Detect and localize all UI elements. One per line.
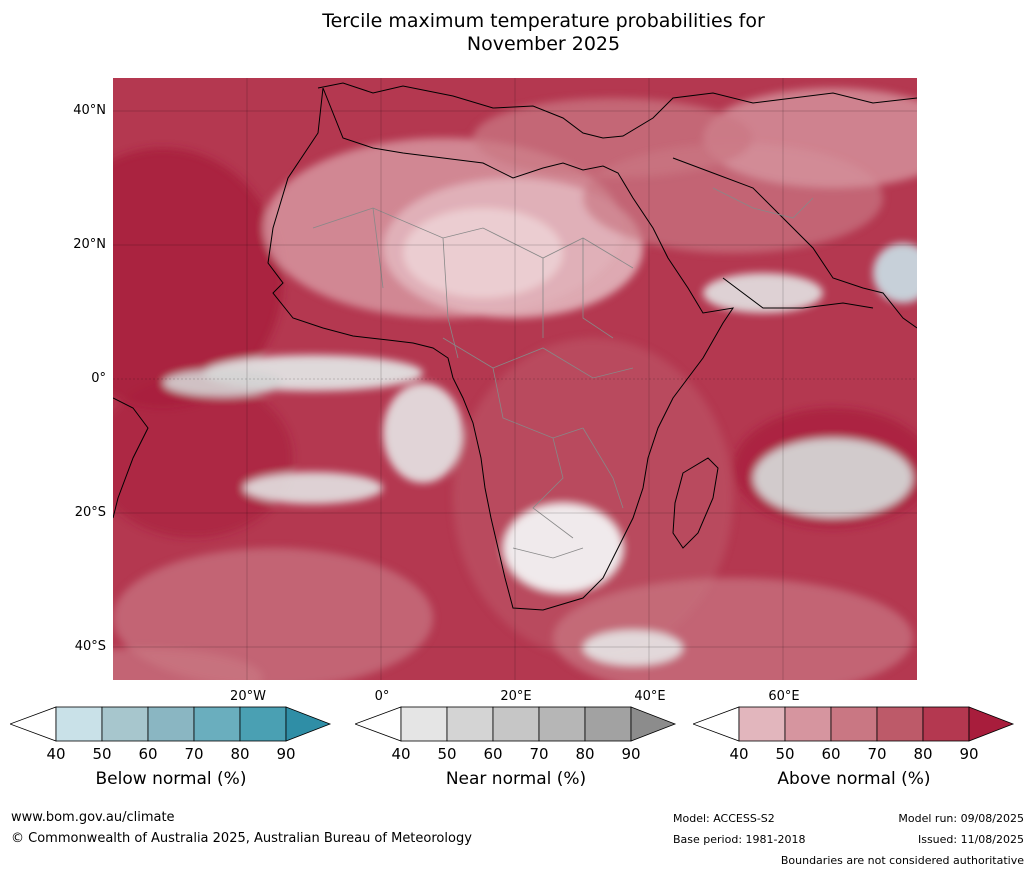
- colorbar-swatch: [239, 706, 287, 742]
- colorbar-tick: 70: [867, 745, 887, 763]
- lon-label-40e: 40°E: [634, 689, 666, 704]
- lat-label-40n: 40°N: [73, 103, 106, 118]
- colorbar-tick: 60: [821, 745, 841, 763]
- colorbar-swatch: [922, 706, 970, 742]
- lon-label-60e: 60°E: [768, 689, 800, 704]
- colorbar-below-normal: 40 50 60 70 80 90 Below normal (%): [8, 705, 332, 795]
- colorbar-swatch: [784, 706, 832, 742]
- footer-model: Model: ACCESS-S2: [673, 812, 775, 825]
- colorbar-below-swatches: [8, 706, 332, 742]
- colorbar-above-swatches: [691, 706, 1015, 742]
- colorbar-extend-low: [353, 706, 402, 742]
- footer-model-run: Model run: 09/08/2025: [898, 812, 1024, 825]
- probability-fields: [113, 88, 917, 680]
- colorbar-swatch: [538, 706, 586, 742]
- colorbar-above-ticks: 40 50 60 70 80 90: [693, 745, 1015, 765]
- footer-website[interactable]: www.bom.gov.au/climate: [11, 810, 175, 825]
- lon-label-0: 0°: [374, 689, 390, 704]
- colorbar-above-label: Above normal (%): [777, 769, 931, 789]
- colorbar-tick: 90: [959, 745, 979, 763]
- colorbar-tick: 40: [391, 745, 411, 763]
- colorbar-swatch: [193, 706, 241, 742]
- colorbar-tick: 50: [437, 745, 457, 763]
- lon-label-20w: 20°W: [230, 689, 266, 704]
- colorbar-tick: 40: [729, 745, 749, 763]
- title-line-1: Tercile maximum temperature probabilitie…: [322, 10, 765, 32]
- footer-disclaimer: Boundaries are not considered authoritat…: [780, 854, 1024, 867]
- lon-label-20e: 20°E: [500, 689, 532, 704]
- lat-label-20n: 20°N: [73, 237, 106, 252]
- colorbar-tick: 50: [775, 745, 795, 763]
- colorbar-above-normal: 40 50 60 70 80 90 Above normal (%): [691, 705, 1015, 795]
- probability-map: [113, 78, 917, 680]
- colorbar-tick: 70: [529, 745, 549, 763]
- map-canvas: [113, 78, 917, 680]
- colorbar-swatch: [101, 706, 149, 742]
- colorbar-near-normal: 40 50 60 70 80 90 Near normal (%): [353, 705, 677, 795]
- colorbar-near-ticks: 40 50 60 70 80 90: [355, 745, 677, 765]
- colorbar-tick: 80: [230, 745, 250, 763]
- footer-issued: Issued: 11/08/2025: [917, 833, 1024, 846]
- colorbar-tick: 50: [92, 745, 112, 763]
- colorbar-tick: 60: [483, 745, 503, 763]
- colorbar-near-swatches: [353, 706, 677, 742]
- colorbar-tick: 80: [575, 745, 595, 763]
- colorbar-swatch: [584, 706, 632, 742]
- colorbar-tick: 80: [913, 745, 933, 763]
- colorbar-swatch: [830, 706, 878, 742]
- colorbar-swatch: [147, 706, 195, 742]
- footer-base-period: Base period: 1981-2018: [673, 833, 806, 846]
- colorbar-tick: 40: [46, 745, 66, 763]
- footer-copyright: © Commonwealth of Australia 2025, Austra…: [11, 831, 472, 846]
- colorbar-swatch: [446, 706, 494, 742]
- colorbar-swatch: [400, 706, 448, 742]
- colorbar-near-label: Near normal (%): [445, 769, 587, 789]
- colorbar-extend-low: [691, 706, 740, 742]
- colorbar-tick: 90: [276, 745, 296, 763]
- colorbar-tick: 90: [621, 745, 641, 763]
- colorbar-tick: 70: [184, 745, 204, 763]
- title-line-2: November 2025: [466, 33, 621, 55]
- lat-label-equator: 0°: [91, 371, 106, 386]
- colorbar-extend-high: [285, 706, 332, 742]
- lat-label-20s: 20°S: [74, 505, 106, 520]
- colorbar-extend-high: [630, 706, 677, 742]
- colorbar-tick: 60: [138, 745, 158, 763]
- colorbar-swatch: [492, 706, 540, 742]
- colorbar-extend-high: [968, 706, 1015, 742]
- colorbar-extend-low: [8, 706, 57, 742]
- lat-label-40s: 40°S: [74, 639, 106, 654]
- chart-title: Tercile maximum temperature probabilitie…: [0, 10, 1035, 56]
- country-borders: [312, 187, 814, 559]
- colorbar-below-label: Below normal (%): [95, 769, 247, 789]
- colorbar-swatch: [55, 706, 103, 742]
- coastlines: [113, 82, 917, 611]
- colorbar-swatch: [876, 706, 924, 742]
- graticule: [113, 78, 917, 680]
- colorbar-below-ticks: 40 50 60 70 80 90: [10, 745, 332, 765]
- colorbar-swatch: [738, 706, 786, 742]
